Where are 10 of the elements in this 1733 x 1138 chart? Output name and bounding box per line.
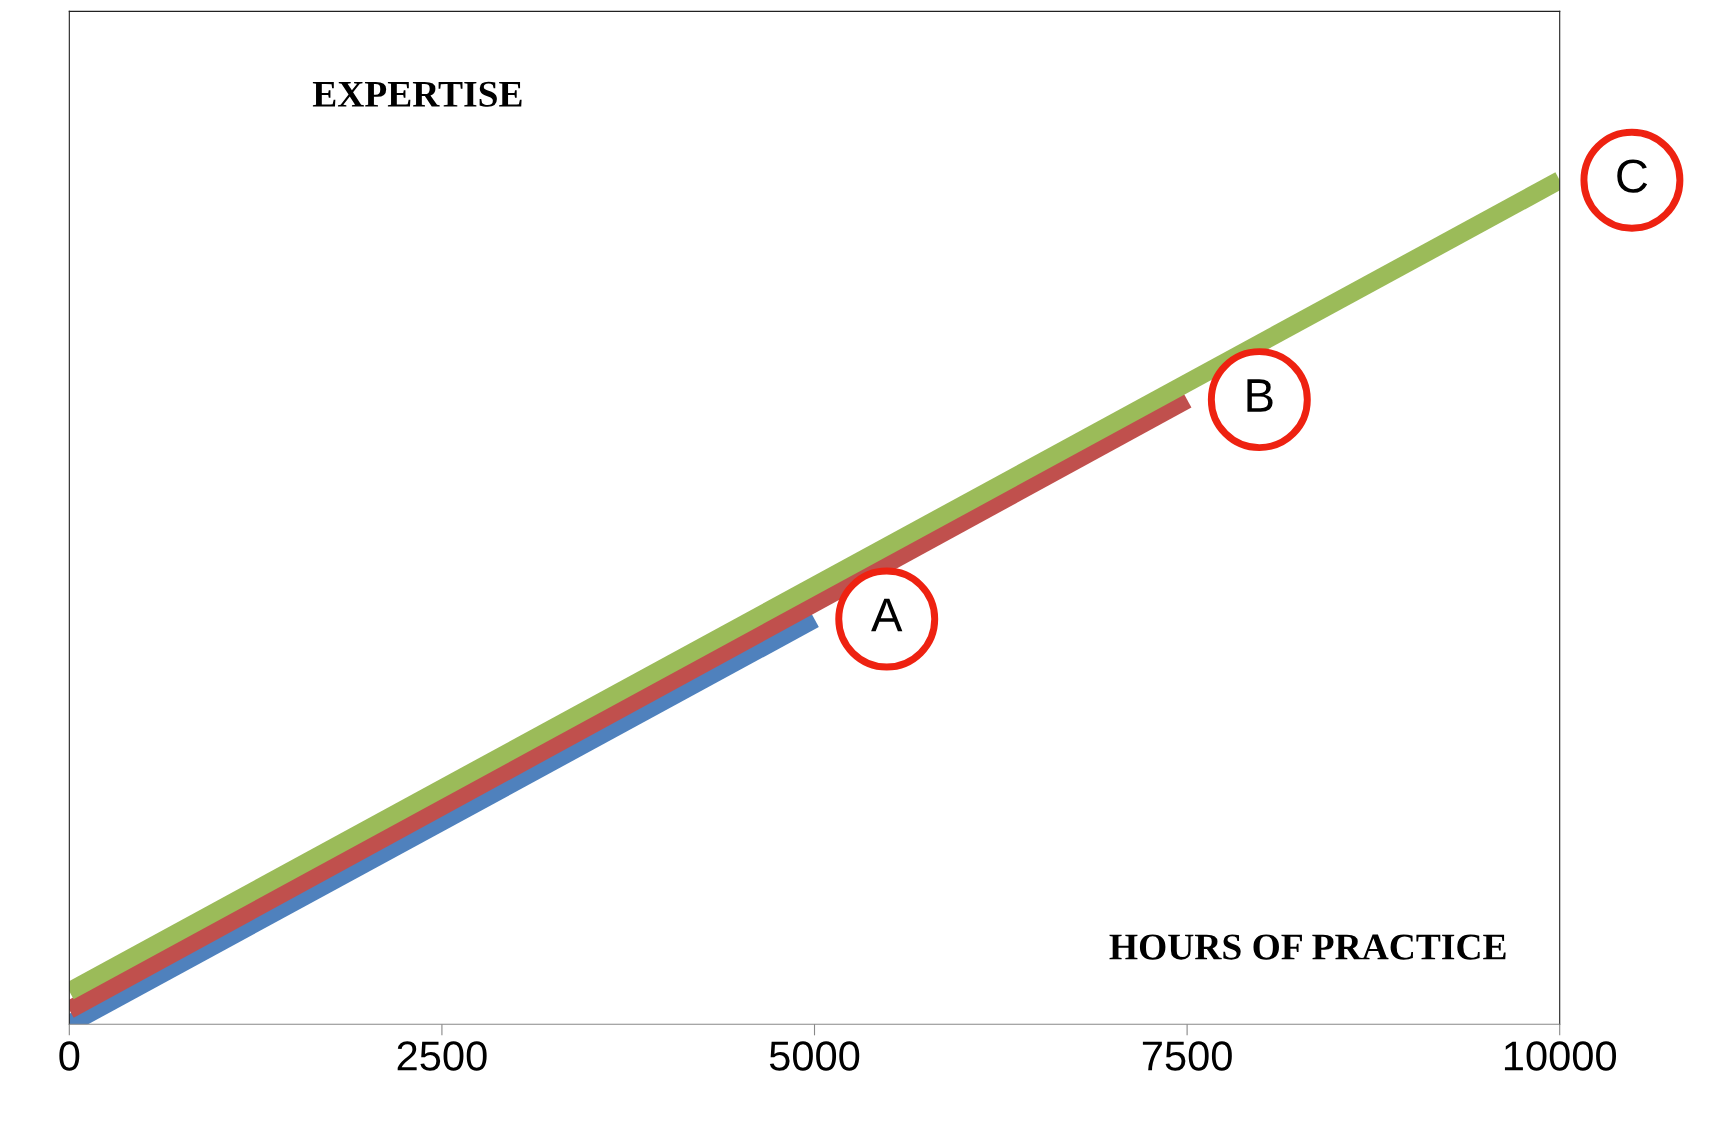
x-tick-label: 2500 xyxy=(397,1041,487,1071)
annotation: C xyxy=(1617,159,1648,193)
x-tick-label: 0 xyxy=(59,1041,80,1071)
y-axis-title: EXPERTISE xyxy=(312,81,522,107)
x-tick-label: 10000 xyxy=(1504,1041,1617,1071)
x-tick-label: 5000 xyxy=(769,1041,860,1071)
x-axis-title: HOURS OF PRACTICE xyxy=(1109,934,1506,960)
x-tick-label: 7500 xyxy=(1142,1041,1232,1071)
annotation: A xyxy=(871,598,903,632)
annotation: B xyxy=(1247,379,1273,412)
